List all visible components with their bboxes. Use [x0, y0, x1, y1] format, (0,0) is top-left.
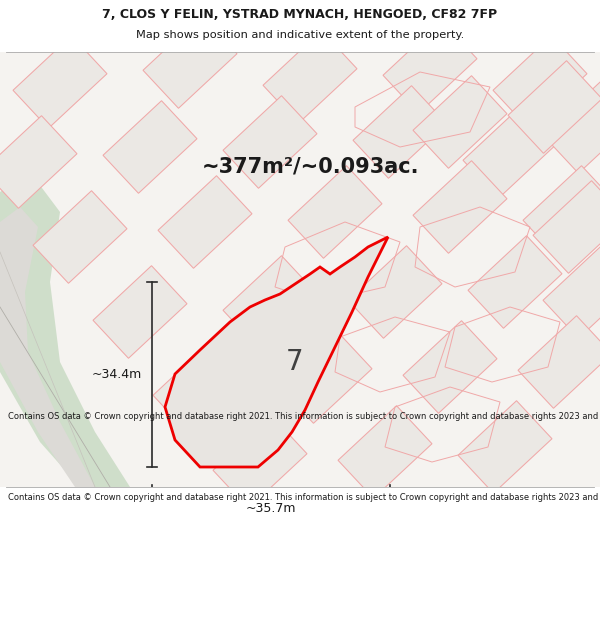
- Polygon shape: [403, 321, 497, 413]
- Text: 7: 7: [286, 348, 304, 376]
- Polygon shape: [288, 166, 382, 258]
- Polygon shape: [93, 266, 187, 358]
- Polygon shape: [543, 246, 600, 338]
- Polygon shape: [263, 31, 357, 123]
- Polygon shape: [413, 76, 507, 168]
- Polygon shape: [523, 166, 600, 258]
- Text: ~34.4m: ~34.4m: [92, 368, 142, 381]
- Polygon shape: [463, 106, 557, 198]
- Polygon shape: [533, 181, 600, 273]
- Polygon shape: [165, 237, 388, 467]
- Polygon shape: [223, 96, 317, 188]
- Polygon shape: [353, 86, 447, 178]
- Polygon shape: [278, 331, 372, 423]
- Polygon shape: [413, 161, 507, 253]
- Text: Contains OS data © Crown copyright and database right 2021. This information is : Contains OS data © Crown copyright and d…: [8, 412, 600, 421]
- Polygon shape: [543, 81, 600, 173]
- Text: 7, CLOS Y FELIN, YSTRAD MYNACH, HENGOED, CF82 7FP: 7, CLOS Y FELIN, YSTRAD MYNACH, HENGOED,…: [103, 8, 497, 21]
- Text: Contains OS data © Crown copyright and database right 2021. This information is : Contains OS data © Crown copyright and d…: [8, 493, 600, 502]
- Polygon shape: [338, 406, 432, 498]
- Polygon shape: [13, 36, 107, 128]
- Polygon shape: [0, 172, 130, 487]
- Polygon shape: [153, 341, 247, 433]
- Text: Map shows position and indicative extent of the property.: Map shows position and indicative extent…: [136, 30, 464, 40]
- Polygon shape: [0, 207, 95, 487]
- Polygon shape: [468, 236, 562, 328]
- Polygon shape: [223, 256, 317, 348]
- Polygon shape: [518, 316, 600, 408]
- Polygon shape: [458, 401, 552, 493]
- Polygon shape: [103, 101, 197, 193]
- Polygon shape: [158, 176, 252, 268]
- Polygon shape: [33, 191, 127, 283]
- Polygon shape: [508, 61, 600, 153]
- Polygon shape: [348, 246, 442, 338]
- Text: ~377m²/~0.093ac.: ~377m²/~0.093ac.: [201, 157, 419, 177]
- Polygon shape: [143, 16, 237, 108]
- Polygon shape: [0, 116, 77, 208]
- Polygon shape: [213, 416, 307, 508]
- Text: ~35.7m: ~35.7m: [246, 502, 296, 515]
- Polygon shape: [493, 36, 587, 128]
- Polygon shape: [383, 21, 477, 113]
